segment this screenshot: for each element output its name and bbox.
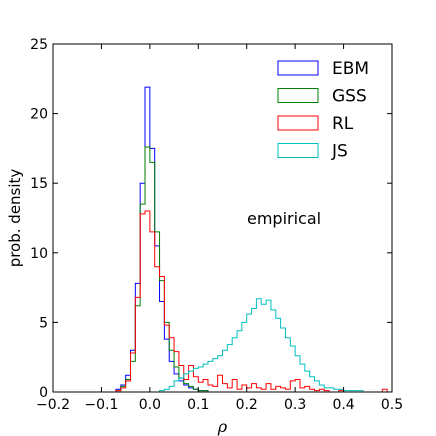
- series-gss-histogram: [115, 146, 209, 392]
- x-tick-label: 0.1: [187, 397, 209, 413]
- x-axis: −0.2 −0.1 0.0 0.1 0.2 0.3 0.4 0.5: [36, 44, 403, 413]
- y-tick-label: 20: [30, 107, 48, 123]
- y-axis: 0 5 10 15 20 25: [30, 37, 392, 401]
- y-tick-label: 10: [30, 246, 48, 262]
- x-tick-label: 0.3: [284, 397, 306, 413]
- x-axis-label: ρ: [217, 417, 228, 436]
- x-tick-label: −0.2: [36, 397, 70, 413]
- x-tick-label: 0.0: [139, 397, 161, 413]
- x-tick-label: −0.1: [84, 397, 118, 413]
- y-axis-label: prob. density: [6, 169, 24, 268]
- legend-swatch-js: [277, 143, 319, 158]
- legend-label-rl: RL: [332, 114, 354, 134]
- series-ebm-histogram: [115, 86, 209, 392]
- plot-frame: [52, 43, 393, 393]
- y-tick-label: 25: [30, 37, 48, 53]
- y-tick-label: 5: [39, 315, 48, 331]
- empirical-annotation: empirical: [247, 209, 321, 228]
- legend-label-gss: GSS: [332, 87, 367, 107]
- legend-label-ebm: EBM: [332, 59, 369, 79]
- x-tick-label: 0.5: [381, 397, 403, 413]
- series-rl-histogram: [115, 210, 388, 393]
- legend: EBM GSS RL JS: [277, 59, 369, 162]
- legend-swatch-rl: [277, 115, 319, 131]
- series-js-histogram: [159, 298, 364, 392]
- x-tick-label: 0.4: [332, 397, 354, 413]
- legend-label-js: JS: [331, 142, 348, 162]
- y-tick-label: 0: [39, 385, 48, 401]
- legend-swatch-gss: [277, 88, 319, 103]
- legend-swatch-ebm: [277, 60, 319, 76]
- x-tick-label: 0.2: [236, 397, 258, 413]
- plot-area: [52, 43, 393, 393]
- y-tick-label: 15: [30, 176, 48, 192]
